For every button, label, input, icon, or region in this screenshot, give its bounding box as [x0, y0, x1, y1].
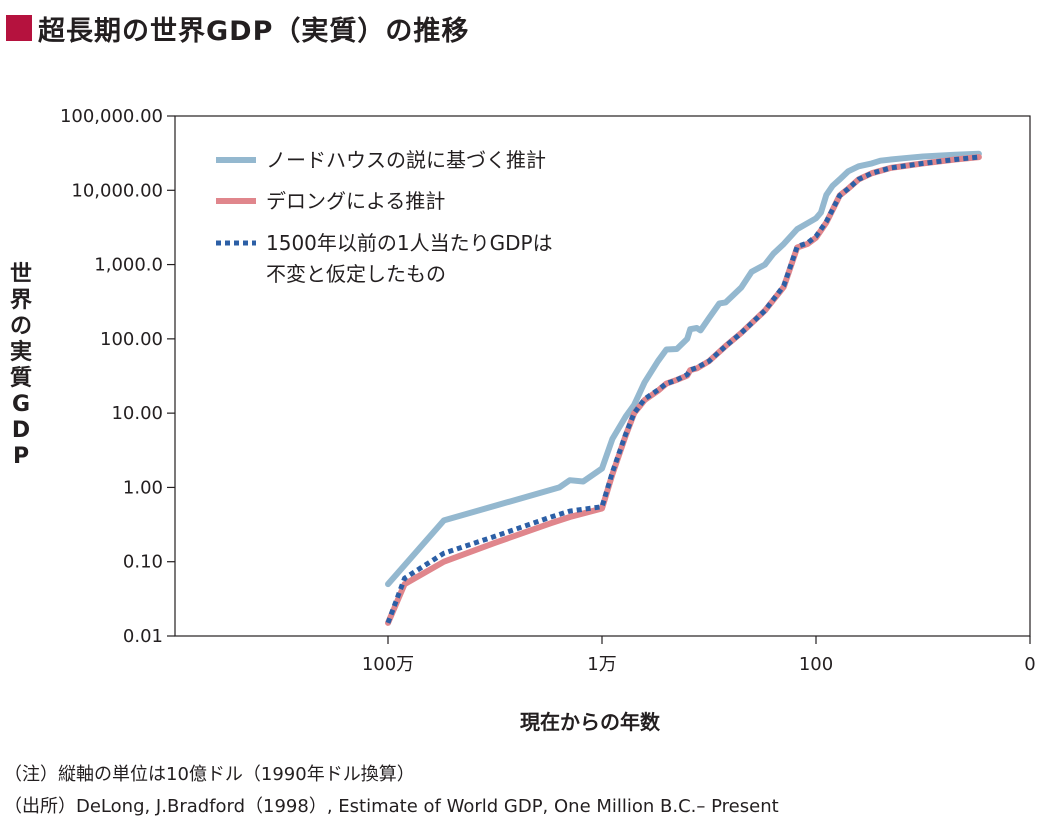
series-delong-line: [385, 154, 982, 626]
series-constant-percapita-line: [385, 154, 980, 624]
y-tick-label: 1.00: [123, 477, 163, 498]
x-tick-label: 1万: [587, 654, 616, 675]
title-text: 超長期の世界GDP（実質）の推移: [38, 15, 470, 47]
series-nordhaus-line: [385, 150, 982, 588]
footnote-source: （出所）DeLong, J.Bradford（1998）, Estimate o…: [4, 796, 779, 817]
y-tick-label: 10,000.00: [71, 180, 163, 201]
legend-label: ノードハウスの説に基づく推計: [266, 148, 546, 172]
x-tick-label: 0: [1024, 654, 1035, 675]
legend-label: 1500年以前の1人当たりGDPは: [266, 231, 553, 255]
x-tick-label: 100: [799, 654, 833, 675]
footnote-unit: （注）縦軸の単位は10億ドル（1990年ドル換算）: [4, 764, 415, 785]
y-tick-label: 100,000.00: [60, 106, 163, 127]
y-tick-label: 0.10: [123, 552, 163, 573]
y-axis-label: 世界の実質GDP: [9, 262, 32, 469]
chart-title: 超長期の世界GDP（実質）の推移: [6, 8, 469, 48]
y-tick-label: 100.00: [100, 329, 163, 350]
y-tick-label: 1,000.0: [94, 255, 163, 276]
y-tick-label: 0.01: [123, 626, 163, 647]
y-tick-label: 10.00: [111, 403, 163, 424]
title-marker: [6, 15, 32, 41]
x-axis-label: 現在からの年数: [520, 710, 660, 734]
chart-svg: 100,000.00 10,000.00 1,000.0 100.00 10.00 1.0…: [60, 106, 1036, 675]
legend-label: 不変と仮定したもの: [266, 262, 446, 286]
x-tick-label: 100万: [362, 654, 414, 675]
legend-label: デロングによる推計: [266, 189, 445, 213]
